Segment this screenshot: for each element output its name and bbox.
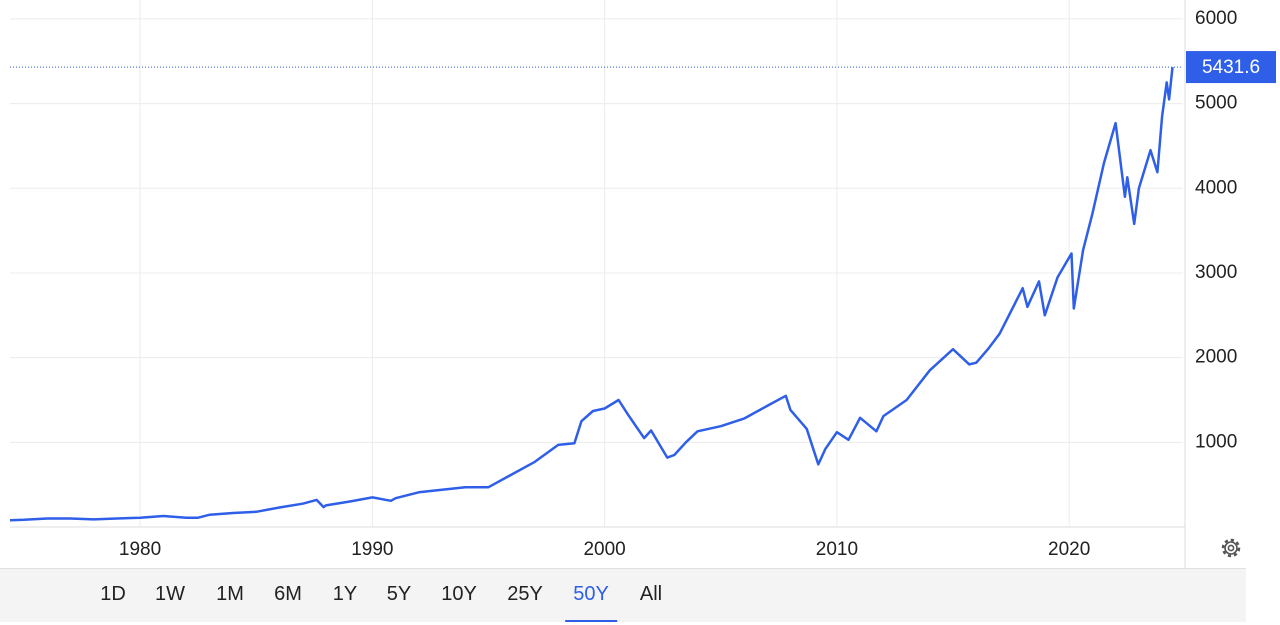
range-button[interactable]: 1Y [332, 583, 358, 605]
y-tick-label: 4000 [1195, 177, 1237, 198]
range-button[interactable]: 1W [155, 583, 185, 605]
x-tick-label: 2010 [816, 539, 858, 560]
range-button[interactable]: 1D [100, 583, 126, 605]
price-line [9, 66, 1174, 522]
x-tick-label: 2000 [583, 539, 625, 560]
y-tick-label: 6000 [1195, 8, 1237, 29]
range-button[interactable]: 5Y [386, 583, 412, 605]
last-price-label: 5431.6 [1202, 57, 1260, 78]
y-tick-label: 2000 [1195, 347, 1237, 368]
last-price-box [1186, 51, 1276, 84]
range-bar: 1D 1W 1M 6M 1Y 5Y 10Y 25Y 50Y All [0, 568, 1246, 622]
range-button[interactable]: 50Y [565, 569, 617, 622]
y-tick-label: 1000 [1195, 431, 1237, 452]
chart: 1980 1990 2000 2010 2020 1000 2000 3000 4000 5000… [9, 0, 1276, 568]
range-button[interactable]: All [639, 583, 663, 605]
range-button[interactable]: 25Y [507, 583, 543, 605]
x-tick-label: 1980 [119, 539, 161, 560]
settings-icon[interactable] [1221, 538, 1241, 558]
x-tick-label: 1990 [351, 539, 393, 560]
y-tick-label: 3000 [1195, 262, 1237, 283]
range-button[interactable]: 10Y [441, 583, 477, 605]
y-tick-label: 5000 [1195, 93, 1237, 114]
range-button[interactable]: 6M [274, 583, 302, 605]
range-button[interactable]: 1M [216, 583, 244, 605]
x-tick-label: 2020 [1048, 539, 1090, 560]
